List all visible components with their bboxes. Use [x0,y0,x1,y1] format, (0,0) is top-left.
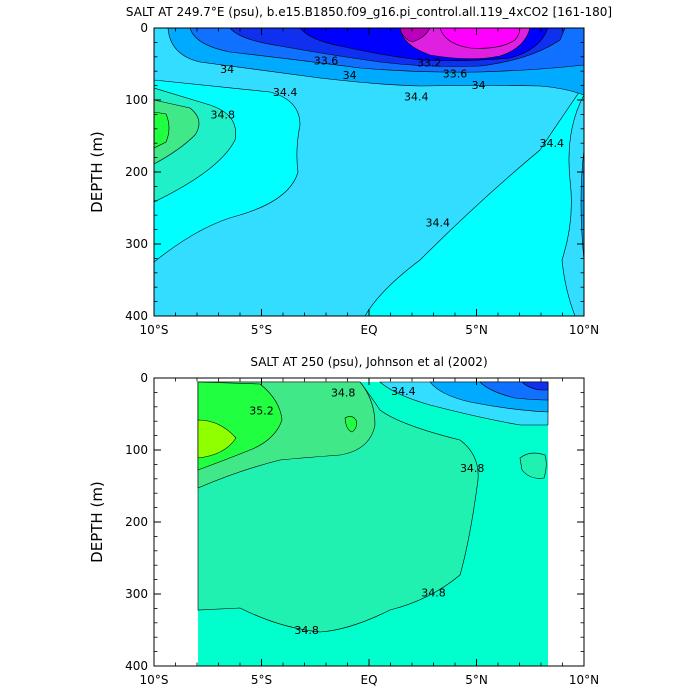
top-contour-label: 34.8 [211,108,236,121]
bottom-contour-field [197,381,549,666]
bottom-contour-label: 34.4 [391,385,416,398]
top-axes: 10°S 5°S EQ 5°N 10°N 0 100 200 300 400 [125,21,599,337]
top-contour-label: 34 [220,63,234,76]
bottom-y-tick-label: 0 [140,371,148,385]
top-x-tick-label: 10°N [569,323,599,337]
bottom-contour-label: 35.2 [249,404,274,417]
top-contour-label-text: 34.4 [540,137,565,150]
top-y-tick-label: 300 [125,237,148,251]
top-x-tick-label: 10°S [140,323,169,337]
bottom-contour-label-text: 34.8 [294,624,319,637]
bottom-chart-title: SALT AT 250 (psu), Johnson et al (2002) [250,355,487,369]
fill-level-lime [197,419,237,459]
top-y-tick-label: 200 [125,165,148,179]
top-chart-title: SALT AT 249.7°E (psu), b.e15.B1850.f09_g… [126,5,612,19]
bottom-y-tick-label: 100 [125,443,148,457]
fill-level-bright-green [154,111,170,149]
top-contour-label: 33.6 [314,54,339,67]
top-contour-label-text: 33.2 [417,57,442,70]
fill-level-small-island [344,416,357,433]
top-contour-label: 33.6 [443,67,468,80]
top-contour-label-text: 34.4 [426,216,451,229]
top-y-axis-label: DEPTH (m) [88,131,106,213]
top-contour-label: 34.4 [273,86,298,99]
fill-level-purple-left [399,28,431,43]
fill-level-right-island [519,452,547,479]
top-contour-label: 34.4 [404,90,429,103]
bottom-contour-label: 34.8 [331,386,356,399]
bottom-contour-label-text: 34.8 [460,462,485,475]
fill-level-light-blue [154,28,584,316]
bottom-y-tick-label: 300 [125,587,148,601]
top-contour-label-text: 34.8 [211,108,236,121]
top-contour-label: 33.2 [417,57,442,70]
bottom-y-tick-label: 200 [125,515,148,529]
top-contour-label-text: 34.4 [404,90,429,103]
top-contour-label: 34 [343,69,357,82]
bottom-x-tick-label: 5°N [465,673,488,687]
bottom-contour-label-text: 34.8 [331,386,356,399]
bottom-x-tick-label: 10°S [140,673,169,687]
top-y-tick-label: 400 [125,309,148,323]
bottom-x-tick-label: 10°N [569,673,599,687]
fill-level-blue [521,381,549,391]
bottom-contour-label-text: 34.8 [421,587,446,600]
top-contour-label: 34.4 [426,216,451,229]
top-contour-field [154,28,584,316]
top-contour-label-text: 34.4 [273,86,298,99]
top-x-tick-label: EQ [360,323,377,337]
top-x-tick-label: 5°N [465,323,488,337]
top-contour-label-text: 34 [472,79,486,92]
bottom-y-tick-label: 400 [125,659,148,673]
bottom-contour-label: 34.8 [421,587,446,600]
top-x-tick-label: 5°S [251,323,272,337]
top-contour-label-text: 34 [343,69,357,82]
bottom-contour-label-text: 34.4 [391,385,416,398]
bottom-x-tick-label: EQ [360,673,377,687]
bottom-panel: SALT AT 250 (psu), Johnson et al (2002) … [88,355,599,687]
bottom-contour-label: 34.8 [294,624,319,637]
bottom-y-axis-label: DEPTH (m) [88,481,106,563]
fill-level-right-edge [561,94,584,316]
top-contour-label-text: 33.6 [443,67,468,80]
top-y-tick-label: 0 [140,21,148,35]
top-panel: SALT AT 249.7°E (psu), b.e15.B1850.f09_g… [88,5,612,337]
top-contour-label: 34 [472,79,486,92]
top-y-tick-label: 100 [125,93,148,107]
top-contour-label-text: 33.6 [314,54,339,67]
bottom-x-tick-label: 5°S [251,673,272,687]
top-contour-label: 34.4 [540,137,565,150]
top-contour-label-text: 34 [220,63,234,76]
fill-level-bright-magenta [439,28,521,49]
bottom-contour-label: 34.8 [460,462,485,475]
bottom-contour-labels: 35.2 34.8 34.4 34.8 34.8 34.8 [249,385,485,637]
bottom-axes: 10°S 5°S EQ 5°N 10°N 0 100 200 300 400 [125,371,599,687]
bottom-contour-label-text: 35.2 [249,404,274,417]
